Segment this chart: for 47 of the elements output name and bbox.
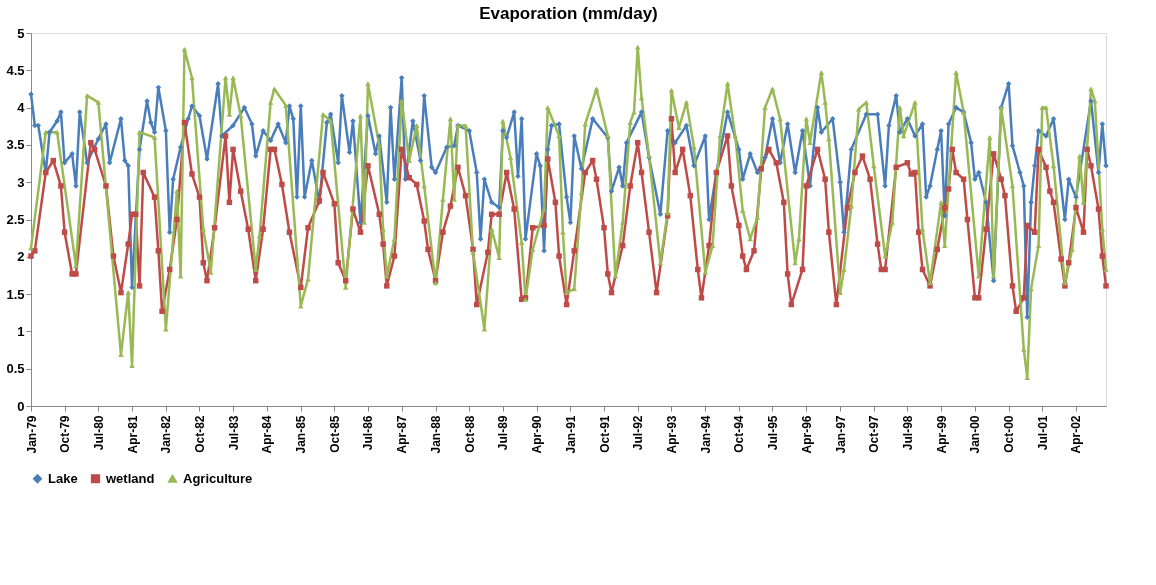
x-tick-label: Apr-93 — [664, 415, 679, 454]
x-tick-label: Oct-82 — [192, 415, 207, 453]
x-tick-label: Oct-79 — [58, 415, 73, 453]
x-tick-label: Apr-81 — [125, 415, 140, 454]
x-tick-label: Jan-94 — [698, 415, 713, 454]
legend-label: Agriculture — [183, 470, 253, 486]
x-tick-label: Oct-91 — [597, 415, 612, 453]
x-tick-label: Jan-88 — [429, 415, 444, 454]
x-tick-label: Jan-79 — [24, 415, 39, 454]
x-tick-label: Jan-00 — [968, 415, 983, 454]
x-tick-label: Jul-95 — [765, 415, 780, 451]
x-tick-label: Jul-86 — [361, 415, 376, 451]
x-tick-label: Jul-01 — [1035, 415, 1050, 451]
x-tick-label: Jan-91 — [563, 415, 578, 454]
x-tick-label: Jul-83 — [226, 415, 241, 451]
x-tick-label: Jul-92 — [631, 415, 646, 451]
x-tick-label: Apr-90 — [530, 415, 545, 454]
x-tick-label: Jan-97 — [833, 415, 848, 454]
y-tick-label: 2 — [17, 249, 25, 265]
y-tick-label: 2.5 — [6, 212, 25, 227]
y-tick-label: 4.5 — [6, 62, 25, 78]
x-tick-label: Oct-88 — [462, 415, 477, 453]
legend-label: Lake — [48, 470, 78, 486]
x-tick-label: Jul-80 — [91, 415, 106, 451]
y-tick-label: 4 — [17, 100, 26, 116]
x-tick-label: Apr-84 — [260, 415, 275, 454]
x-tick-label: Jul-89 — [496, 415, 511, 451]
x-tick-label: Jan-82 — [159, 415, 174, 454]
x-tick-label: Jul-98 — [900, 415, 915, 451]
y-tick-label: 1 — [17, 323, 25, 339]
x-tick-label: Apr-87 — [395, 415, 410, 454]
chart-title: Evaporation (mm/day) — [479, 4, 658, 23]
x-tick-label: Apr-96 — [799, 415, 814, 454]
y-tick-label: 3 — [17, 174, 25, 190]
x-tick-label: Oct-00 — [1002, 415, 1017, 453]
x-tick-label: Oct-85 — [327, 415, 342, 453]
x-tick-label: Apr-02 — [1069, 415, 1084, 454]
x-tick-label: Oct-94 — [732, 415, 747, 453]
y-tick-label: 0.5 — [6, 361, 25, 377]
y-tick-label: 3.5 — [6, 137, 25, 153]
y-tick-label: 1.5 — [6, 286, 25, 302]
x-tick-label: Jan-85 — [294, 415, 309, 454]
y-tick-label: 5 — [17, 25, 25, 41]
y-tick-label: 0 — [17, 398, 25, 414]
legend-label: wetland — [105, 470, 155, 486]
x-tick-label: Oct-97 — [867, 415, 882, 453]
x-tick-label: Apr-99 — [934, 415, 949, 454]
